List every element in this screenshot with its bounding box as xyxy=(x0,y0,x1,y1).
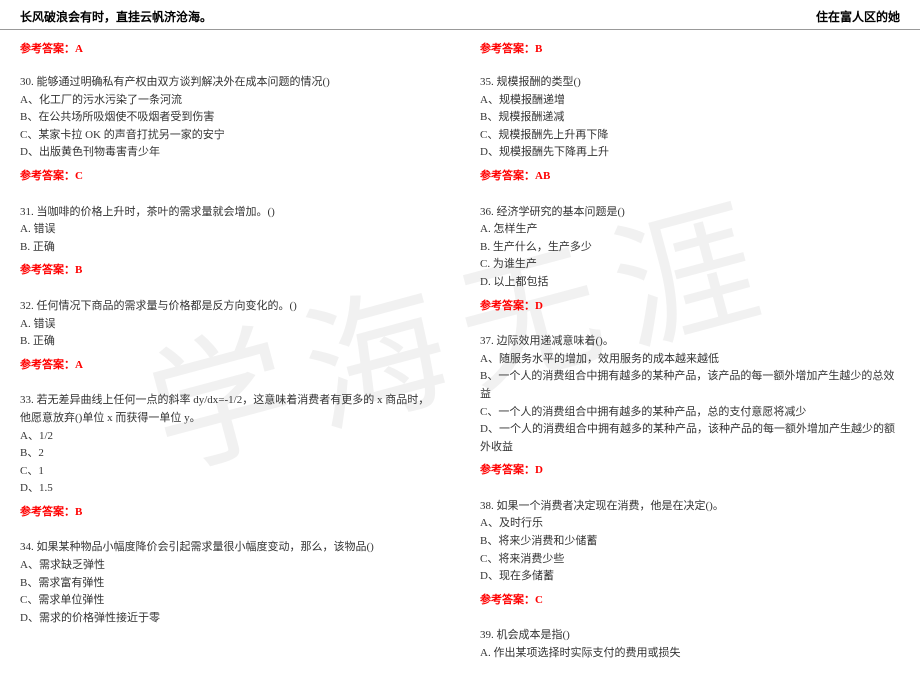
page-content: 参考答案：A 30. 能够通过明确私有产权由双方谈判解决外在成本问题的情况() … xyxy=(0,30,920,691)
answer-label: 参考答案：A xyxy=(20,40,440,56)
option: A、及时行乐 xyxy=(480,515,900,533)
option: D、一个人的消费组合中拥有越多的某种产品，该种产品的每一额外增加产生越少的额外收… xyxy=(480,421,900,456)
question-text: 38. 如果一个消费者决定现在消费，他是在决定()。 xyxy=(480,498,900,516)
question-block: 31. 当咖啡的价格上升时，茶叶的需求量就会增加。() A. 错误 B. 正确 … xyxy=(20,204,440,280)
left-column: 参考答案：A 30. 能够通过明确私有产权由双方谈判解决外在成本问题的情况() … xyxy=(20,40,460,681)
option: D、规模报酬先下降再上升 xyxy=(480,144,900,162)
answer-label: 参考答案：C xyxy=(20,168,440,186)
answer-label: 参考答案：B xyxy=(480,40,900,56)
option: D、需求的价格弹性接近于零 xyxy=(20,610,440,628)
question-text: 36. 经济学研究的基本问题是() xyxy=(480,204,900,222)
option: A. 错误 xyxy=(20,221,440,239)
answer-label: 参考答案：D xyxy=(480,462,900,480)
page-header: 长风破浪会有时，直挂云帆济沧海。 住在富人区的她 xyxy=(0,0,920,30)
option: C. 为谁生产 xyxy=(480,256,900,274)
question-block: 38. 如果一个消费者决定现在消费，他是在决定()。 A、及时行乐 B、将来少消… xyxy=(480,498,900,610)
question-block: 33. 若无差异曲线上任何一点的斜率 dy/dx=-1/2，这意味着消费者有更多… xyxy=(20,392,440,521)
option: C、1 xyxy=(20,463,440,481)
option: B、2 xyxy=(20,445,440,463)
question-text: 30. 能够通过明确私有产权由双方谈判解决外在成本问题的情况() xyxy=(20,74,440,92)
answer-label: 参考答案：B xyxy=(20,504,440,522)
question-text: 34. 如果某种物品小幅度降价会引起需求量很小幅度变动，那么，该物品() xyxy=(20,539,440,557)
question-block: 36. 经济学研究的基本问题是() A. 怎样生产 B. 生产什么，生产多少 C… xyxy=(480,204,900,316)
option: A、随服务水平的增加，效用服务的成本越来越低 xyxy=(480,351,900,369)
option: A、规模报酬递增 xyxy=(480,92,900,110)
option: A、1/2 xyxy=(20,428,440,446)
question-block: 32. 任何情况下商品的需求量与价格都是反方向变化的。() A. 错误 B. 正… xyxy=(20,298,440,374)
answer-label: 参考答案：B xyxy=(20,262,440,280)
answer-label: 参考答案：C xyxy=(480,592,900,610)
header-left-text: 长风破浪会有时，直挂云帆济沧海。 xyxy=(20,8,212,25)
question-block: 34. 如果某种物品小幅度降价会引起需求量很小幅度变动，那么，该物品() A、需… xyxy=(20,539,440,627)
option: B、规模报酬递减 xyxy=(480,109,900,127)
option: C、将来消费少些 xyxy=(480,551,900,569)
option: A、化工厂的污水污染了一条河流 xyxy=(20,92,440,110)
answer-label: 参考答案：AB xyxy=(480,168,900,186)
question-block: 35. 规模报酬的类型() A、规模报酬递增 B、规模报酬递减 C、规模报酬先上… xyxy=(480,74,900,186)
option: B、一个人的消费组合中拥有越多的某种产品，该产品的每一额外增加产生越少的总效益 xyxy=(480,368,900,403)
option: D. 以上都包括 xyxy=(480,274,900,292)
option: C、规模报酬先上升再下降 xyxy=(480,127,900,145)
option: A. 错误 xyxy=(20,316,440,334)
option: C、需求单位弹性 xyxy=(20,592,440,610)
question-text: 39. 机会成本是指() xyxy=(480,627,900,645)
question-block: 30. 能够通过明确私有产权由双方谈判解决外在成本问题的情况() A、化工厂的污… xyxy=(20,74,440,186)
question-block: 39. 机会成本是指() A. 作出某项选择时实际支付的费用或损失 xyxy=(480,627,900,662)
option: A. 作出某项选择时实际支付的费用或损失 xyxy=(480,645,900,663)
option: B、在公共场所吸烟使不吸烟者受到伤害 xyxy=(20,109,440,127)
option: B. 生产什么，生产多少 xyxy=(480,239,900,257)
question-text: 37. 边际效用递减意味着()。 xyxy=(480,333,900,351)
option: A. 怎样生产 xyxy=(480,221,900,239)
question-text: 31. 当咖啡的价格上升时，茶叶的需求量就会增加。() xyxy=(20,204,440,222)
option: C、一个人的消费组合中拥有越多的某种产品，总的支付意愿将减少 xyxy=(480,404,900,422)
question-text: 32. 任何情况下商品的需求量与价格都是反方向变化的。() xyxy=(20,298,440,316)
answer-label: 参考答案：A xyxy=(20,357,440,375)
question-text: 35. 规模报酬的类型() xyxy=(480,74,900,92)
option: B. 正确 xyxy=(20,239,440,257)
option: B. 正确 xyxy=(20,333,440,351)
option: D、出版黄色刊物毒害青少年 xyxy=(20,144,440,162)
question-text: 33. 若无差异曲线上任何一点的斜率 dy/dx=-1/2，这意味着消费者有更多… xyxy=(20,392,440,427)
option: B、将来少消费和少储蓄 xyxy=(480,533,900,551)
option: C、某家卡拉 OK 的声音打扰另一家的安宁 xyxy=(20,127,440,145)
option: B、需求富有弹性 xyxy=(20,575,440,593)
header-right-text: 住在富人区的她 xyxy=(816,8,900,25)
option: A、需求缺乏弹性 xyxy=(20,557,440,575)
option: D、1.5 xyxy=(20,480,440,498)
option: D、现在多储蓄 xyxy=(480,568,900,586)
question-block: 37. 边际效用递减意味着()。 A、随服务水平的增加，效用服务的成本越来越低 … xyxy=(480,333,900,480)
answer-label: 参考答案：D xyxy=(480,298,900,316)
right-column: 参考答案：B 35. 规模报酬的类型() A、规模报酬递增 B、规模报酬递减 C… xyxy=(460,40,900,681)
